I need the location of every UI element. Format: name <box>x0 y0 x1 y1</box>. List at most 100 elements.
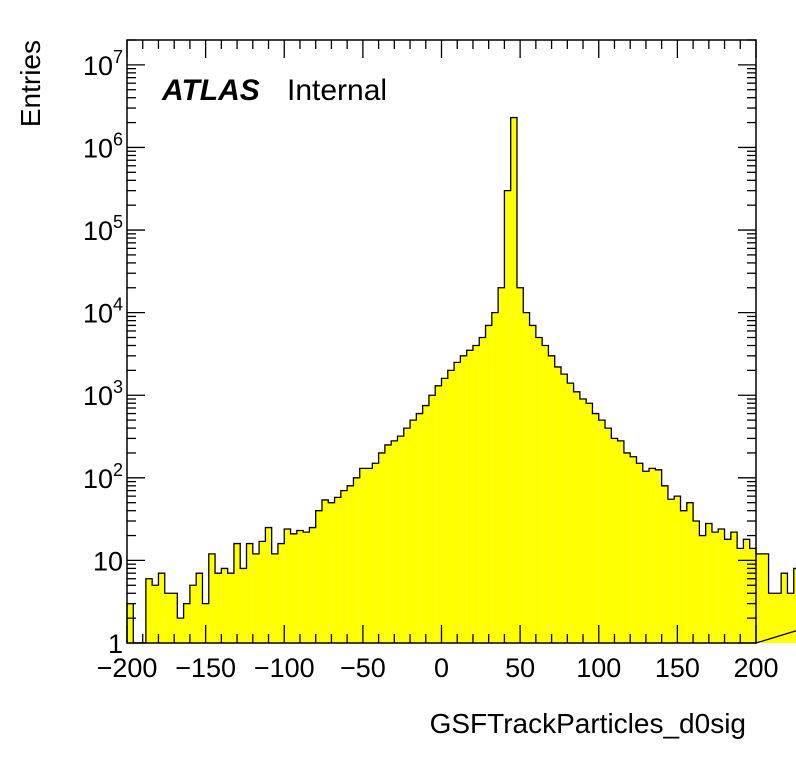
histogram-bin <box>127 603 134 643</box>
histogram-bin <box>296 530 304 643</box>
histogram-bin <box>145 578 153 643</box>
histogram-bin <box>737 548 744 643</box>
histogram-bin <box>252 553 260 643</box>
histogram-bin <box>403 428 411 643</box>
histogram-outline <box>126 116 796 644</box>
histogram-bin <box>416 413 423 643</box>
histogram-bin <box>315 510 322 643</box>
y-tick-labels: 1 10 102 103 104 105 106 107 <box>83 47 123 659</box>
histogram-bin <box>504 190 511 643</box>
y-tick-label: 104 <box>83 295 123 329</box>
histogram-bin <box>202 603 209 643</box>
internal-label: Internal <box>287 74 387 107</box>
x-tick-labels: −200 −150 −100 −50 0 50 100 150 200 <box>97 653 779 683</box>
histogram-bin <box>579 399 587 643</box>
histogram-bin <box>454 362 461 643</box>
histogram-bin <box>680 510 687 643</box>
histogram-bin <box>730 532 738 643</box>
histogram-bin <box>447 370 455 643</box>
histogram-bin <box>592 413 599 643</box>
histogram-bin <box>435 385 442 643</box>
histogram-bin <box>422 405 429 643</box>
histogram-bin <box>303 532 310 643</box>
histogram-bin <box>699 535 706 643</box>
x-tick-label: 0 <box>434 653 449 683</box>
histogram-bin <box>171 593 178 643</box>
histogram-bin <box>479 337 486 643</box>
histogram-bin <box>711 532 719 643</box>
histogram-bin <box>284 529 291 643</box>
histogram-bin <box>290 533 297 643</box>
histogram-bin <box>328 502 335 643</box>
histogram-bars <box>126 116 796 644</box>
histogram-bin <box>573 391 580 643</box>
histogram-bin <box>768 593 775 643</box>
histogram-bin <box>787 593 794 643</box>
histogram-bin <box>623 452 631 643</box>
histogram-bin <box>460 355 467 643</box>
histogram-bin <box>535 337 543 643</box>
histogram-bin <box>781 573 788 643</box>
x-tick-label: −50 <box>340 653 386 683</box>
histogram-bin <box>347 485 354 643</box>
histogram-bin <box>265 527 272 643</box>
histogram-bin <box>246 543 253 643</box>
x-tick-label: 50 <box>505 653 535 683</box>
histogram-bin <box>718 529 725 643</box>
histogram-bin <box>743 539 750 643</box>
histogram-bin <box>227 573 234 643</box>
x-tick-label: 100 <box>576 653 621 683</box>
histogram-bin <box>749 548 756 643</box>
histogram-bin <box>340 490 348 643</box>
histogram-bin <box>259 541 266 643</box>
histogram-bin <box>472 345 480 643</box>
histogram-bin <box>762 553 769 643</box>
y-tick-label: 106 <box>83 129 123 163</box>
atlas-label: ATLAS <box>161 74 260 107</box>
y-tick-label: 1 <box>108 629 123 659</box>
histogram-bin <box>321 499 329 643</box>
histogram-bin <box>686 502 694 643</box>
y-tick-label: 103 <box>83 377 123 411</box>
histogram-bin <box>793 568 796 643</box>
x-axis-title: GSFTrackParticles_d0sig <box>430 708 746 739</box>
histogram-bin <box>334 497 341 643</box>
histogram-bin <box>221 568 228 643</box>
plot-frame <box>126 39 757 644</box>
histogram-bin <box>529 325 536 643</box>
x-tick-label: −150 <box>175 653 236 683</box>
histogram-bin <box>378 452 385 643</box>
histogram-bin <box>516 287 524 643</box>
histogram-bin <box>667 499 675 643</box>
histogram-bin <box>561 374 568 643</box>
histogram-bin <box>705 523 712 643</box>
histogram-bin <box>542 345 549 643</box>
histogram-bin <box>240 568 247 643</box>
histogram-bin <box>152 585 159 643</box>
histogram-bin <box>642 471 650 643</box>
histogram-bin <box>366 468 373 643</box>
y-tick-label: 10 <box>93 546 123 576</box>
histogram-bin <box>183 603 190 643</box>
histogram-bin <box>554 366 562 643</box>
histogram-bin <box>208 553 216 643</box>
histogram-bin <box>372 463 379 643</box>
y-tick-label: 102 <box>83 460 123 494</box>
histogram-bin <box>617 440 624 643</box>
histogram-bin <box>384 444 392 643</box>
histogram-bin <box>498 287 505 643</box>
y-tick-label: 107 <box>83 47 123 81</box>
histogram-bin <box>359 468 367 643</box>
histogram-bin <box>277 543 285 643</box>
histogram-bin <box>215 573 222 643</box>
histogram-bin <box>164 593 172 643</box>
histogram-bin <box>586 403 593 643</box>
histogram-bin <box>233 543 241 643</box>
histogram-bin <box>397 436 404 643</box>
histogram-bin <box>636 463 643 643</box>
histogram-bin <box>410 420 417 643</box>
x-tick-label: 150 <box>655 653 700 683</box>
histogram-bin <box>466 350 473 643</box>
x-tick-label: −100 <box>254 653 315 683</box>
